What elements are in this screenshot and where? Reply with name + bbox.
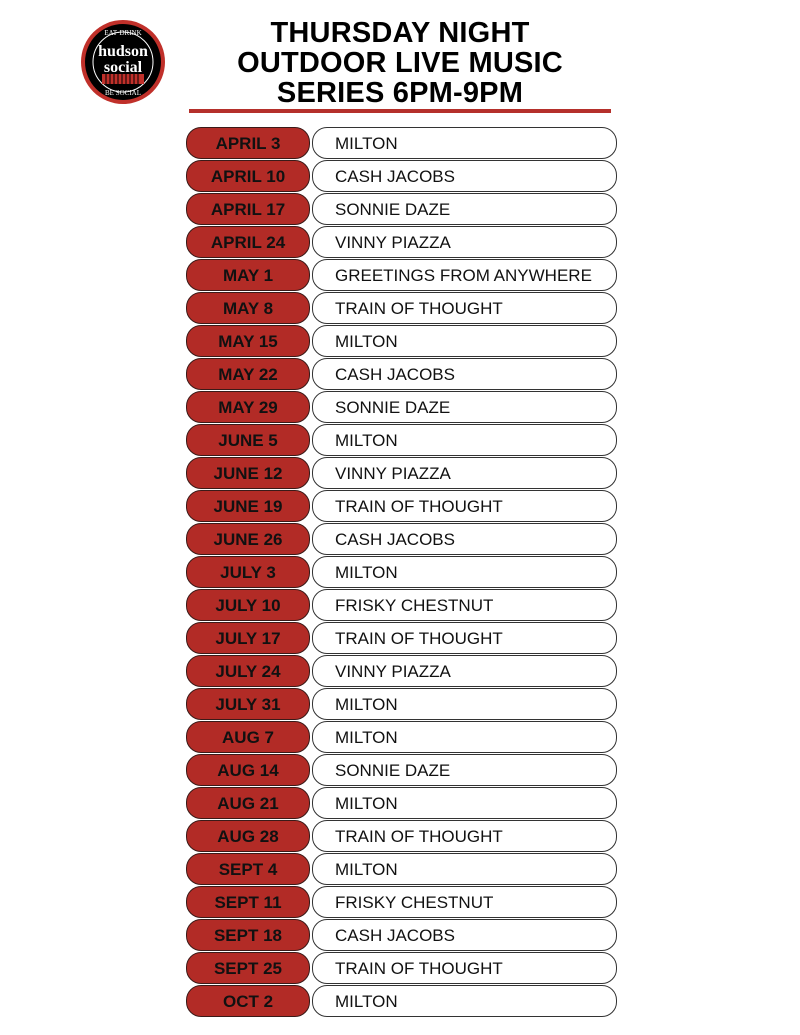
schedule-row: JULY 31 MILTON	[186, 688, 618, 721]
band-name: SONNIE DAZE	[312, 391, 617, 423]
schedule-row: AUG 28 TRAIN OF THOUGHT	[186, 820, 618, 853]
schedule-row: AUG 14 SONNIE DAZE	[186, 754, 618, 787]
date-pill: JULY 10	[186, 589, 310, 621]
schedule-row: JUNE 26 CASH JACOBS	[186, 523, 618, 556]
schedule-row: JULY 17 TRAIN OF THOUGHT	[186, 622, 618, 655]
hudson-social-logo: EAT·DRINK hudson social BE SOCIAL	[80, 19, 166, 105]
schedule-row: SEPT 11 FRISKY CHESTNUT	[186, 886, 618, 919]
schedule-row: JULY 10 FRISKY CHESTNUT	[186, 589, 618, 622]
schedule-row: AUG 21 MILTON	[186, 787, 618, 820]
date-pill: JULY 31	[186, 688, 310, 720]
date-pill: MAY 29	[186, 391, 310, 423]
date-pill: JULY 24	[186, 655, 310, 687]
schedule-row: SEPT 25 TRAIN OF THOUGHT	[186, 952, 618, 985]
date-pill: OCT 2	[186, 985, 310, 1017]
date-pill: AUG 7	[186, 721, 310, 753]
schedule-row: JULY 3 MILTON	[186, 556, 618, 589]
band-name: MILTON	[312, 556, 617, 588]
schedule-list: APRIL 3 MILTON APRIL 10 CASH JACOBS APRIL 17…	[186, 127, 618, 1018]
schedule-row: MAY 1 GREETINGS FROM ANYWHERE	[186, 259, 618, 292]
schedule-row: APRIL 3 MILTON	[186, 127, 618, 160]
date-pill: JULY 3	[186, 556, 310, 588]
schedule-row: MAY 22 CASH JACOBS	[186, 358, 618, 391]
date-pill: AUG 28	[186, 820, 310, 852]
band-name: CASH JACOBS	[312, 523, 617, 555]
date-pill: MAY 15	[186, 325, 310, 357]
band-name: VINNY PIAZZA	[312, 226, 617, 258]
title-line: OUTDOOR LIVE MUSIC	[237, 47, 563, 79]
band-name: FRISKY CHESTNUT	[312, 589, 617, 621]
schedule-row: JUNE 5 MILTON	[186, 424, 618, 457]
schedule-row: APRIL 17 SONNIE DAZE	[186, 193, 618, 226]
band-name: TRAIN OF THOUGHT	[312, 622, 617, 654]
band-name: MILTON	[312, 787, 617, 819]
date-pill: APRIL 17	[186, 193, 310, 225]
date-pill: APRIL 24	[186, 226, 310, 258]
date-pill: MAY 1	[186, 259, 310, 291]
date-pill: JUNE 19	[186, 490, 310, 522]
date-pill: SEPT 4	[186, 853, 310, 885]
schedule-row: MAY 15 MILTON	[186, 325, 618, 358]
date-pill: MAY 8	[186, 292, 310, 324]
date-pill: AUG 14	[186, 754, 310, 786]
page-title: THURSDAY NIGHT OUTDOOR LIVE MUSIC SERIES…	[190, 18, 610, 108]
svg-text:BE SOCIAL: BE SOCIAL	[105, 89, 141, 97]
date-pill: JULY 17	[186, 622, 310, 654]
date-pill: JUNE 26	[186, 523, 310, 555]
band-name: GREETINGS FROM ANYWHERE	[312, 259, 617, 291]
schedule-row: APRIL 24 VINNY PIAZZA	[186, 226, 618, 259]
band-name: MILTON	[312, 721, 617, 753]
title-line: THURSDAY NIGHT	[270, 17, 530, 49]
band-name: SONNIE DAZE	[312, 193, 617, 225]
svg-text:social: social	[104, 59, 143, 76]
band-name: CASH JACOBS	[312, 919, 617, 951]
band-name: SONNIE DAZE	[312, 754, 617, 786]
schedule-row: OCT 2 MILTON	[186, 985, 618, 1018]
band-name: TRAIN OF THOUGHT	[312, 490, 617, 522]
band-name: MILTON	[312, 853, 617, 885]
title-divider	[189, 109, 611, 113]
schedule-row: SEPT 4 MILTON	[186, 853, 618, 886]
band-name: TRAIN OF THOUGHT	[312, 820, 617, 852]
date-pill: AUG 21	[186, 787, 310, 819]
band-name: MILTON	[312, 325, 617, 357]
schedule-row: MAY 8 TRAIN OF THOUGHT	[186, 292, 618, 325]
band-name: VINNY PIAZZA	[312, 655, 617, 687]
band-name: MILTON	[312, 688, 617, 720]
date-pill: SEPT 25	[186, 952, 310, 984]
date-pill: SEPT 18	[186, 919, 310, 951]
date-pill: SEPT 11	[186, 886, 310, 918]
schedule-row: APRIL 10 CASH JACOBS	[186, 160, 618, 193]
band-name: MILTON	[312, 127, 617, 159]
date-pill: MAY 22	[186, 358, 310, 390]
schedule-row: JUNE 19 TRAIN OF THOUGHT	[186, 490, 618, 523]
date-pill: APRIL 3	[186, 127, 310, 159]
date-pill: JUNE 12	[186, 457, 310, 489]
schedule-row: JULY 24 VINNY PIAZZA	[186, 655, 618, 688]
title-line: SERIES 6PM-9PM	[276, 77, 524, 109]
band-name: TRAIN OF THOUGHT	[312, 952, 617, 984]
band-name: MILTON	[312, 985, 617, 1017]
date-pill: JUNE 5	[186, 424, 310, 456]
band-name: MILTON	[312, 424, 617, 456]
schedule-row: JUNE 12 VINNY PIAZZA	[186, 457, 618, 490]
band-name: CASH JACOBS	[312, 358, 617, 390]
svg-text:EAT·DRINK: EAT·DRINK	[104, 29, 141, 37]
band-name: CASH JACOBS	[312, 160, 617, 192]
band-name: VINNY PIAZZA	[312, 457, 617, 489]
band-name: FRISKY CHESTNUT	[312, 886, 617, 918]
schedule-row: AUG 7 MILTON	[186, 721, 618, 754]
svg-text:hudson: hudson	[98, 43, 148, 60]
schedule-row: MAY 29 SONNIE DAZE	[186, 391, 618, 424]
date-pill: APRIL 10	[186, 160, 310, 192]
band-name: TRAIN OF THOUGHT	[312, 292, 617, 324]
schedule-row: SEPT 18 CASH JACOBS	[186, 919, 618, 952]
